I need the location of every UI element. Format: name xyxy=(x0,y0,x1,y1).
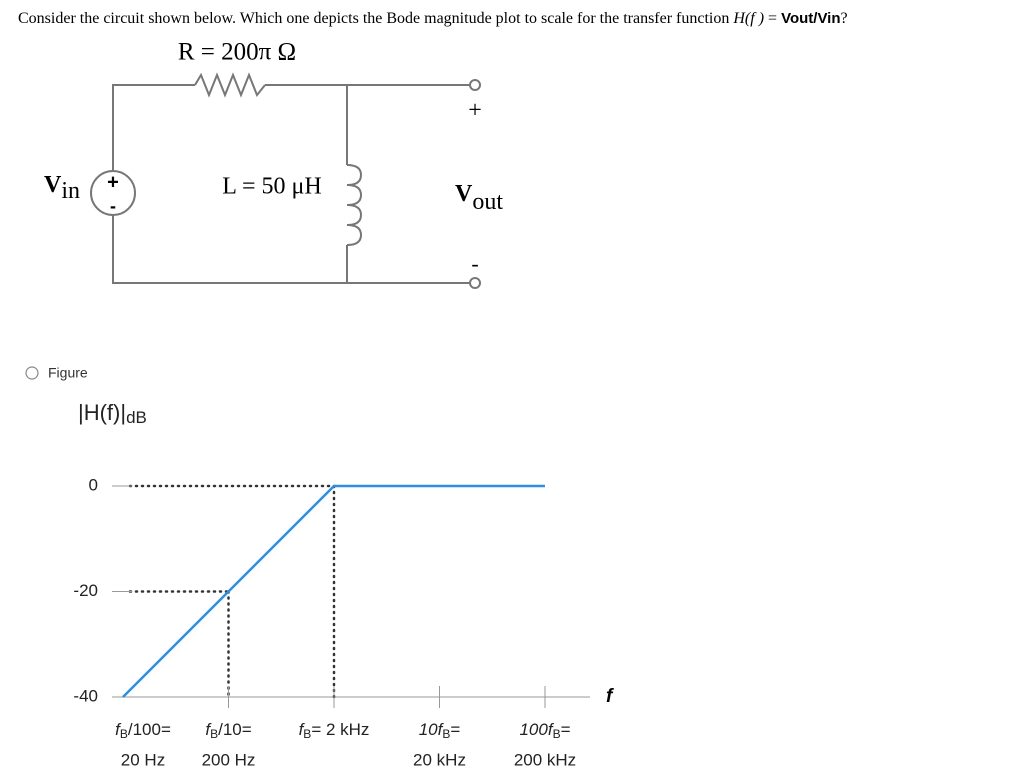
question-ratio: Vout/Vin xyxy=(781,10,840,27)
out-plus: + xyxy=(468,98,482,124)
x-tick-label: 20 Hz xyxy=(121,750,165,769)
question-end: ? xyxy=(841,10,848,27)
resistor xyxy=(194,72,266,98)
formula-rest: = xyxy=(311,720,326,739)
option-label[interactable]: Figure xyxy=(48,365,88,381)
formula-rest: = xyxy=(450,720,460,739)
formula-f: f xyxy=(115,720,122,739)
x-tick-formula: 10fB= xyxy=(419,720,461,741)
formula-f: 100f xyxy=(519,720,554,739)
vin-main: V xyxy=(44,172,62,198)
formula-sub: B xyxy=(303,727,311,741)
x-tick-label: 20 kHz xyxy=(413,750,466,769)
x-axis-label: f xyxy=(606,686,614,707)
x-tick-formula: fB= 2 kHz xyxy=(299,720,370,741)
terminal xyxy=(469,79,481,91)
question-func: H(f ) xyxy=(732,10,764,27)
radio-button[interactable] xyxy=(25,366,39,380)
formula-f: f xyxy=(299,720,306,739)
circuit: R = 200π Ω L = 50 μH + - Vin Vout + - xyxy=(44,39,503,289)
question-eq: = xyxy=(764,10,781,27)
y-tick-label: -20 xyxy=(73,581,98,600)
x-tick-label: 200 kHz xyxy=(514,750,576,769)
formula-sub: B xyxy=(120,727,128,741)
vout-label: Vout xyxy=(455,181,503,215)
x-tick-formula: fB/100= xyxy=(115,720,171,741)
resistor-label: R = 200π Ω xyxy=(178,39,296,66)
source-minus: - xyxy=(110,196,116,216)
terminal xyxy=(469,277,481,289)
y-tick-label: -40 xyxy=(73,686,98,705)
x-tick-formula: 100fB= xyxy=(519,720,570,741)
formula-rest: /100= xyxy=(128,720,171,739)
vin-sub: in xyxy=(61,178,80,204)
question-text: Consider the circuit shown below. Which … xyxy=(18,10,733,27)
vout-sub: out xyxy=(472,189,503,215)
ylabel-main: |H(f)| xyxy=(78,400,126,425)
formula-sub: B xyxy=(210,727,218,741)
y-axis-label: |H(f)|dB xyxy=(78,400,147,428)
question: Consider the circuit shown below. Which … xyxy=(18,10,848,27)
bode-line xyxy=(122,484,545,698)
source-plus: + xyxy=(107,171,119,193)
x-tick-label: 2 kHz xyxy=(326,720,369,739)
formula-rest: = xyxy=(561,720,571,739)
formula-f: 10f xyxy=(419,720,445,739)
y-tick-label: 0 xyxy=(89,475,98,494)
voltage-source xyxy=(90,170,136,216)
formula-sub: B xyxy=(442,727,450,741)
formula-f: f xyxy=(205,720,212,739)
out-minus: - xyxy=(471,251,478,276)
inductor xyxy=(346,164,363,246)
formula-rest: /10= xyxy=(218,720,252,739)
vout-main: V xyxy=(455,181,473,207)
wires xyxy=(112,84,470,284)
vin-label: Vin xyxy=(44,172,80,204)
x-tick-formula: fB/10= xyxy=(205,720,251,741)
x-tick-label: 200 Hz xyxy=(202,750,256,769)
ylabel-sub: dB xyxy=(126,408,147,427)
formula-sub: B xyxy=(553,727,561,741)
inductor-label: L = 50 μH xyxy=(222,174,322,200)
